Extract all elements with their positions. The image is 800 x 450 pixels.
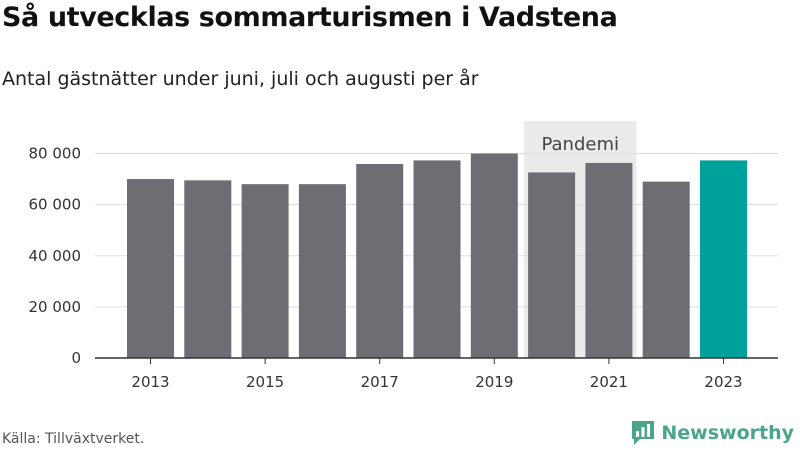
x-tick-label: 2023 — [704, 373, 742, 391]
bar-2013 — [127, 179, 174, 358]
x-tick-label: 2017 — [361, 373, 399, 391]
bar-2015 — [241, 184, 289, 358]
bar-2021 — [585, 162, 633, 358]
axes: 2013 2015 2017 2019 2021 2023 — [95, 357, 778, 391]
bars — [127, 153, 747, 358]
source-note: Källa: Tillväxtverket. — [2, 431, 145, 447]
bar-chart-logo-icon — [632, 421, 655, 445]
bar-2014 — [184, 180, 232, 358]
y-tick-label: 40 000 — [29, 247, 82, 265]
chart-subtitle: Antal gästnätter under juni, juli och au… — [2, 68, 479, 90]
x-tick-label: 2019 — [475, 373, 513, 391]
bar-2023 — [700, 160, 747, 358]
bar-2017 — [356, 163, 404, 358]
y-tick-label: 20 000 — [29, 298, 82, 316]
x-tick-label: 2021 — [590, 373, 628, 391]
bar-2016 — [298, 184, 346, 358]
brand-name: Newsworthy — [661, 422, 794, 444]
bar-2019 — [470, 153, 518, 358]
bar-2022 — [642, 181, 690, 358]
x-tick-label: 2013 — [131, 373, 169, 391]
chart-title: Så utvecklas sommarturismen i Vadstena — [2, 2, 618, 33]
y-tick-label: 80 000 — [29, 145, 82, 163]
y-tick-label: 0 — [71, 349, 81, 367]
y-tick-label: 60 000 — [29, 196, 82, 214]
x-tick-label: 2015 — [246, 373, 284, 391]
bar-2018 — [413, 160, 461, 358]
pandemic-annotation-label: Pandemi — [541, 134, 619, 155]
brand-logo[interactable]: Newsworthy — [631, 420, 794, 446]
bar-2020 — [528, 172, 576, 358]
